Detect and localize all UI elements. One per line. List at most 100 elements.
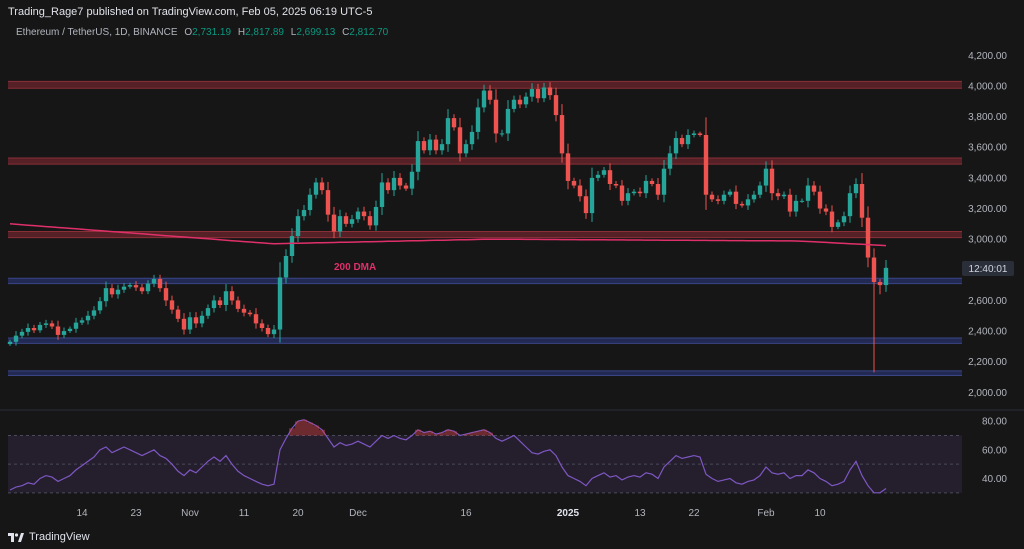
price-tick-label: 3,800.00	[968, 112, 1007, 123]
candle-body	[829, 211, 835, 227]
candle-body	[463, 144, 469, 154]
candle-body	[649, 180, 655, 184]
time-tick-label: 13	[634, 508, 646, 519]
candle-body	[481, 90, 487, 108]
candle-body	[499, 133, 505, 135]
candle-body	[589, 177, 595, 214]
candle-body	[451, 118, 457, 128]
time-axis[interactable]: 14 23 Nov 11 20 Dec 16 2025 13 22 Feb 10	[76, 508, 826, 519]
price-tick-label: 4,000.00	[968, 81, 1007, 92]
candle-body	[781, 194, 787, 197]
candle-body	[763, 168, 769, 186]
symbol-name[interactable]: Ethereum / TetherUS, 1D, BINANCE	[16, 27, 178, 38]
candle-body	[553, 95, 559, 116]
candle-body	[313, 182, 319, 195]
candle-body	[535, 89, 541, 99]
time-tick-label: 10	[814, 508, 826, 519]
candle-body	[691, 133, 697, 135]
candle-body	[43, 323, 49, 325]
support-zone	[8, 337, 962, 344]
candle-body	[769, 168, 775, 194]
candle-body	[619, 185, 625, 201]
candle-body	[811, 185, 817, 192]
candle-body	[613, 184, 619, 186]
candle-body	[223, 291, 229, 306]
candle-body	[793, 200, 799, 212]
time-tick-label: Feb	[757, 508, 775, 519]
tradingview-logo-icon	[8, 532, 24, 542]
candle-body	[715, 199, 721, 201]
candle-body	[373, 206, 379, 226]
candle-body	[883, 267, 889, 286]
dma-200-line	[9, 223, 887, 247]
time-tick-label: Dec	[349, 508, 367, 519]
candle-body	[253, 314, 259, 324]
rsi-tick-label: 60.00	[982, 445, 1007, 456]
low-label: L	[290, 27, 297, 38]
candle-body	[319, 182, 325, 191]
candle-body	[61, 331, 67, 335]
candle-body	[643, 180, 649, 194]
candle-body	[865, 217, 871, 258]
candle-body	[601, 170, 607, 175]
candle-body	[133, 285, 139, 288]
candle-body	[361, 211, 367, 217]
candle-body	[241, 308, 247, 313]
candle-body	[109, 288, 115, 295]
candle-body	[685, 134, 691, 145]
candle-body	[529, 89, 535, 97]
open-label: O	[184, 27, 193, 38]
candle-body	[391, 177, 397, 191]
candle-body	[835, 222, 841, 227]
candle-body	[673, 138, 679, 154]
rsi-tick-label: 80.00	[982, 417, 1007, 428]
resistance-zone	[8, 81, 962, 89]
candle-body	[49, 323, 55, 327]
price-tick-label: 4,200.00	[968, 51, 1007, 62]
candle-body	[139, 287, 145, 292]
candle-body	[217, 300, 223, 306]
candle-body	[433, 139, 439, 151]
candle-body	[403, 185, 409, 189]
candle-body	[265, 328, 271, 335]
candle-body	[697, 133, 703, 135]
candle-body	[79, 320, 85, 323]
price-tick-label: 3,600.00	[968, 143, 1007, 154]
candle-body	[25, 328, 31, 332]
candle-body	[85, 315, 91, 321]
support-zone	[8, 278, 962, 284]
candle-body	[631, 191, 637, 194]
time-tick-label: 16	[460, 508, 472, 519]
candle-body	[703, 134, 709, 195]
time-tick-label: 11	[239, 508, 250, 519]
candle-body	[13, 335, 19, 342]
candle-body	[853, 184, 859, 194]
candle-body	[73, 322, 79, 329]
price-tick-label: 2,200.00	[968, 357, 1007, 368]
price-axis[interactable]: 4,200.00 4,000.00 3,800.00 3,600.00 3,400.00…	[968, 51, 1007, 399]
time-tick-label: Nov	[181, 508, 199, 519]
candle-body	[151, 278, 157, 284]
candle-body	[295, 216, 301, 237]
candle-body	[577, 185, 583, 197]
candle-body	[661, 168, 667, 195]
tradingview-logo[interactable]: TradingView	[8, 531, 90, 543]
candle-body	[325, 190, 331, 215]
close-value: 2,812.70	[349, 27, 389, 38]
candle-body	[37, 324, 43, 331]
candle-body	[679, 138, 685, 145]
candle-body	[841, 216, 847, 223]
candle-body	[751, 194, 757, 200]
low-value: 2,699.13	[296, 27, 336, 38]
candle-body	[739, 203, 745, 206]
candle-body	[103, 288, 109, 302]
candle-body	[817, 191, 823, 209]
candle-body	[175, 309, 181, 319]
countdown-badge: 12:40:01	[962, 261, 1014, 276]
candle-body	[625, 193, 631, 201]
candle-body	[127, 285, 133, 287]
candle-body	[469, 131, 475, 145]
price-tick-label: 2,600.00	[968, 296, 1007, 307]
candle-body	[397, 177, 403, 186]
candle-body	[709, 194, 715, 200]
